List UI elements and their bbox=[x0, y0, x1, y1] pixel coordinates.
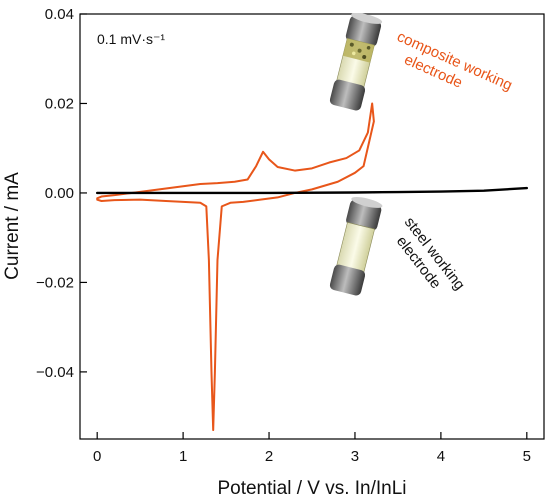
x-tick-label: 2 bbox=[265, 448, 273, 465]
y-tick-label: 0.04 bbox=[45, 6, 74, 23]
y-tick-label: 0.00 bbox=[45, 185, 74, 202]
scan-rate-label: 0.1 mV·s⁻¹ bbox=[97, 31, 165, 47]
x-tick-label: 1 bbox=[179, 448, 187, 465]
x-tick-label: 5 bbox=[523, 448, 531, 465]
x-tick-label: 0 bbox=[93, 448, 101, 465]
x-tick-label: 3 bbox=[351, 448, 359, 465]
y-tick-label: −0.04 bbox=[36, 364, 74, 381]
y-tick-label: −0.02 bbox=[36, 274, 74, 291]
y-tick-label: 0.02 bbox=[45, 95, 74, 112]
composite-electrode-image bbox=[329, 12, 383, 111]
steel-electrode-image bbox=[329, 196, 383, 296]
axis-ticks: 0 1 2 3 4 5 −0.04 −0.02 0.00 0.02 0.04 bbox=[36, 6, 531, 465]
y-axis-label: Current / mA bbox=[2, 172, 23, 280]
x-axis-label: Potential / V vs. In/InLi bbox=[217, 478, 406, 499]
series-layer bbox=[95, 102, 529, 432]
x-tick-label: 4 bbox=[437, 448, 445, 465]
composite-electrode-label: composite working electrode bbox=[394, 28, 514, 94]
plot-frame bbox=[79, 13, 545, 440]
steel-electrode-cv-line bbox=[95, 186, 529, 195]
steel-electrode-label: steel working electrode bbox=[393, 214, 468, 293]
composite-electrode-cv-line bbox=[96, 102, 375, 432]
